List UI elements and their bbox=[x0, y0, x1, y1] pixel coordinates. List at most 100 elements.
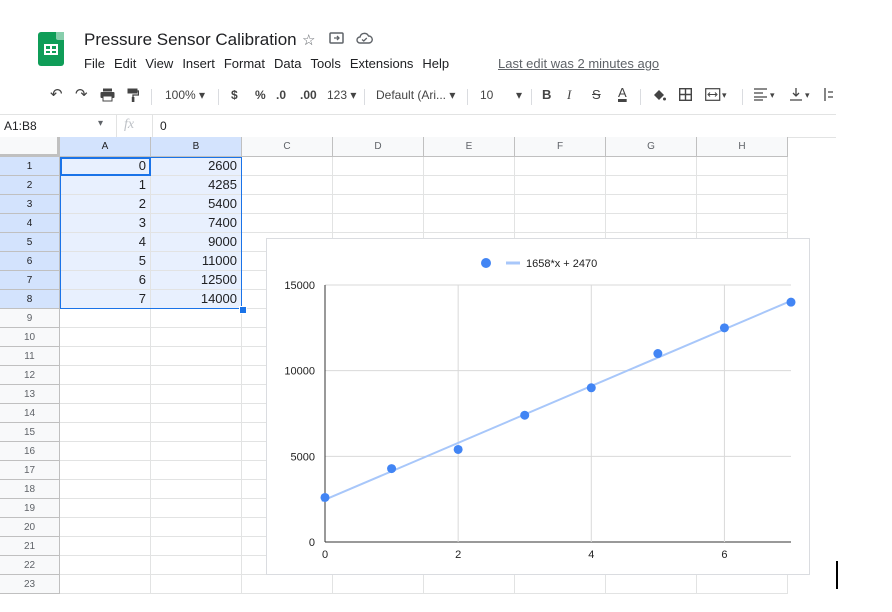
row-header-9[interactable]: 9 bbox=[0, 309, 60, 328]
star-icon[interactable]: ☆ bbox=[302, 32, 316, 49]
cell-a14[interactable] bbox=[60, 404, 151, 423]
fill-handle[interactable] bbox=[239, 306, 247, 314]
cell-a1[interactable]: 0 bbox=[60, 157, 151, 176]
column-header-d[interactable]: D bbox=[333, 137, 424, 157]
menu-help[interactable]: Help bbox=[422, 56, 450, 71]
cell-a15[interactable] bbox=[60, 423, 151, 442]
document-title[interactable]: Pressure Sensor Calibration bbox=[84, 30, 297, 49]
cell-b23[interactable] bbox=[151, 575, 242, 594]
cell-a3[interactable]: 2 bbox=[60, 195, 151, 214]
font-size-select[interactable]: 10 bbox=[480, 88, 494, 102]
paint-format-icon[interactable] bbox=[127, 88, 140, 106]
column-header-b[interactable]: B bbox=[151, 137, 242, 157]
more-formats-button[interactable]: 123 ▾ bbox=[327, 88, 357, 102]
cell-f3[interactable] bbox=[515, 195, 606, 214]
cell-b2[interactable]: 4285 bbox=[151, 176, 242, 195]
cell-g2[interactable] bbox=[606, 176, 697, 195]
cell-a16[interactable] bbox=[60, 442, 151, 461]
name-box[interactable]: A1:B8 bbox=[4, 119, 37, 133]
print-icon[interactable] bbox=[100, 88, 115, 105]
cell-d4[interactable] bbox=[333, 214, 424, 233]
cell-b12[interactable] bbox=[151, 366, 242, 385]
menu-file[interactable]: File bbox=[84, 56, 105, 71]
cell-g1[interactable] bbox=[606, 157, 697, 176]
select-all-corner[interactable] bbox=[0, 137, 60, 157]
menu-insert[interactable]: Insert bbox=[182, 56, 215, 71]
cell-h4[interactable] bbox=[697, 214, 788, 233]
cloud-status-icon[interactable] bbox=[356, 31, 373, 48]
italic-button[interactable]: I bbox=[567, 87, 572, 102]
row-header-7[interactable]: 7 bbox=[0, 271, 60, 290]
cell-e2[interactable] bbox=[424, 176, 515, 195]
cell-b21[interactable] bbox=[151, 537, 242, 556]
row-header-11[interactable]: 11 bbox=[0, 347, 60, 366]
column-header-g[interactable]: G bbox=[606, 137, 697, 157]
cell-a20[interactable] bbox=[60, 518, 151, 537]
percent-format-button[interactable]: % bbox=[255, 88, 266, 102]
name-box-dropdown-icon[interactable]: ▾ bbox=[98, 118, 104, 129]
cell-b18[interactable] bbox=[151, 480, 242, 499]
decrease-decimal-button[interactable]: .0 bbox=[276, 88, 287, 102]
cell-e3[interactable] bbox=[424, 195, 515, 214]
cell-d3[interactable] bbox=[333, 195, 424, 214]
cell-g3[interactable] bbox=[606, 195, 697, 214]
cell-h1[interactable] bbox=[697, 157, 788, 176]
cell-f23[interactable] bbox=[515, 575, 606, 594]
cell-b20[interactable] bbox=[151, 518, 242, 537]
row-header-8[interactable]: 8 bbox=[0, 290, 60, 309]
menu-view[interactable]: View bbox=[145, 56, 174, 71]
sheets-logo-icon[interactable] bbox=[38, 32, 64, 66]
bold-button[interactable]: B bbox=[542, 87, 552, 102]
row-header-5[interactable]: 5 bbox=[0, 233, 60, 252]
cell-b13[interactable] bbox=[151, 385, 242, 404]
row-header-20[interactable]: 20 bbox=[0, 518, 60, 537]
row-header-18[interactable]: 18 bbox=[0, 480, 60, 499]
column-header-e[interactable]: E bbox=[424, 137, 515, 157]
cell-b15[interactable] bbox=[151, 423, 242, 442]
cell-b7[interactable]: 12500 bbox=[151, 271, 242, 290]
cell-c1[interactable] bbox=[242, 157, 333, 176]
cell-a13[interactable] bbox=[60, 385, 151, 404]
move-folder-icon[interactable] bbox=[329, 31, 344, 48]
cell-e23[interactable] bbox=[424, 575, 515, 594]
cell-c23[interactable] bbox=[242, 575, 333, 594]
menu-tools[interactable]: Tools bbox=[310, 56, 341, 71]
horizontal-align-icon[interactable]: ▾ bbox=[754, 88, 778, 104]
row-header-23[interactable]: 23 bbox=[0, 575, 60, 594]
cell-a4[interactable]: 3 bbox=[60, 214, 151, 233]
cell-b9[interactable] bbox=[151, 309, 242, 328]
cell-b22[interactable] bbox=[151, 556, 242, 575]
row-header-1[interactable]: 1 bbox=[0, 157, 60, 176]
cell-g23[interactable] bbox=[606, 575, 697, 594]
borders-icon[interactable] bbox=[678, 87, 693, 104]
zoom-select[interactable]: 100% ▾ bbox=[165, 88, 206, 102]
strikethrough-button[interactable]: S bbox=[592, 87, 601, 102]
row-header-14[interactable]: 14 bbox=[0, 404, 60, 423]
text-wrap-icon[interactable] bbox=[824, 88, 834, 104]
menu-format[interactable]: Format bbox=[223, 56, 265, 71]
row-header-2[interactable]: 2 bbox=[0, 176, 60, 195]
cell-b10[interactable] bbox=[151, 328, 242, 347]
row-header-15[interactable]: 15 bbox=[0, 423, 60, 442]
column-header-f[interactable]: F bbox=[515, 137, 606, 157]
redo-icon[interactable]: ↷ bbox=[75, 86, 88, 103]
cell-a10[interactable] bbox=[60, 328, 151, 347]
row-header-13[interactable]: 13 bbox=[0, 385, 60, 404]
row-header-6[interactable]: 6 bbox=[0, 252, 60, 271]
row-header-16[interactable]: 16 bbox=[0, 442, 60, 461]
cell-g4[interactable] bbox=[606, 214, 697, 233]
menu-data[interactable]: Data bbox=[274, 56, 302, 71]
cell-a22[interactable] bbox=[60, 556, 151, 575]
merge-cells-icon[interactable]: ▾ bbox=[705, 88, 729, 104]
cell-b19[interactable] bbox=[151, 499, 242, 518]
cell-b4[interactable]: 7400 bbox=[151, 214, 242, 233]
cell-d2[interactable] bbox=[333, 176, 424, 195]
cell-c3[interactable] bbox=[242, 195, 333, 214]
row-header-10[interactable]: 10 bbox=[0, 328, 60, 347]
cell-a11[interactable] bbox=[60, 347, 151, 366]
cell-c2[interactable] bbox=[242, 176, 333, 195]
menu-extensions[interactable]: Extensions bbox=[349, 56, 414, 71]
cell-a12[interactable] bbox=[60, 366, 151, 385]
scatter-chart[interactable]: 0 5000 10000 15000 0 2 4 6 1658*x + 2470 bbox=[266, 238, 810, 575]
cell-b17[interactable] bbox=[151, 461, 242, 480]
